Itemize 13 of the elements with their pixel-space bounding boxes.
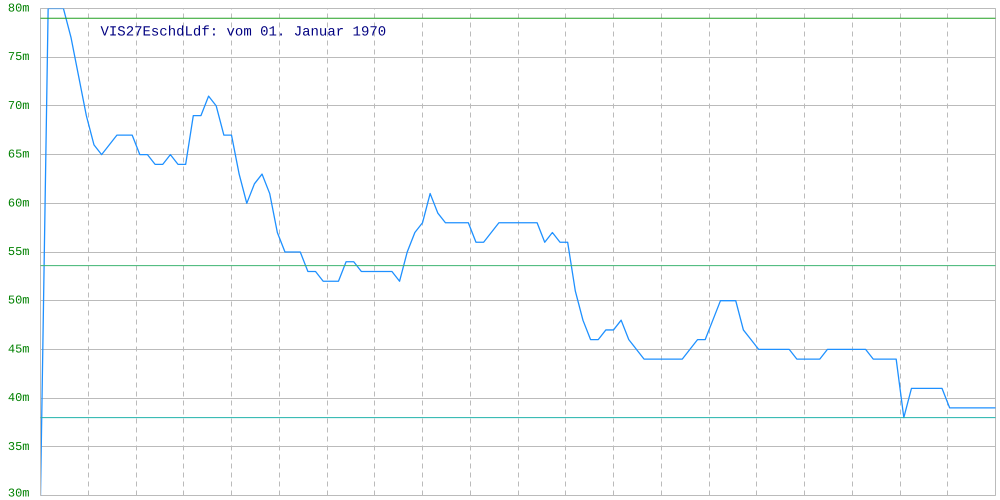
y-tick-label: 80m — [8, 2, 30, 16]
y-tick-label: 35m — [8, 440, 30, 454]
y-tick-label: 75m — [8, 50, 30, 64]
y-tick-label: 70m — [8, 98, 30, 113]
y-tick-label: 40m — [8, 391, 30, 406]
y-tick-label: 60m — [8, 196, 30, 210]
line-series — [40, 8, 996, 496]
y-tick-label: 45m — [8, 342, 30, 356]
y-tick-label: 30m — [8, 486, 30, 500]
y-tick-label: 55m — [8, 245, 30, 259]
text: VIS27EschdLdf: vom 01. Januar 1970 — [100, 24, 386, 40]
y-tick-label: 50m — [8, 294, 30, 308]
y-tick-label: 65m — [8, 148, 30, 162]
